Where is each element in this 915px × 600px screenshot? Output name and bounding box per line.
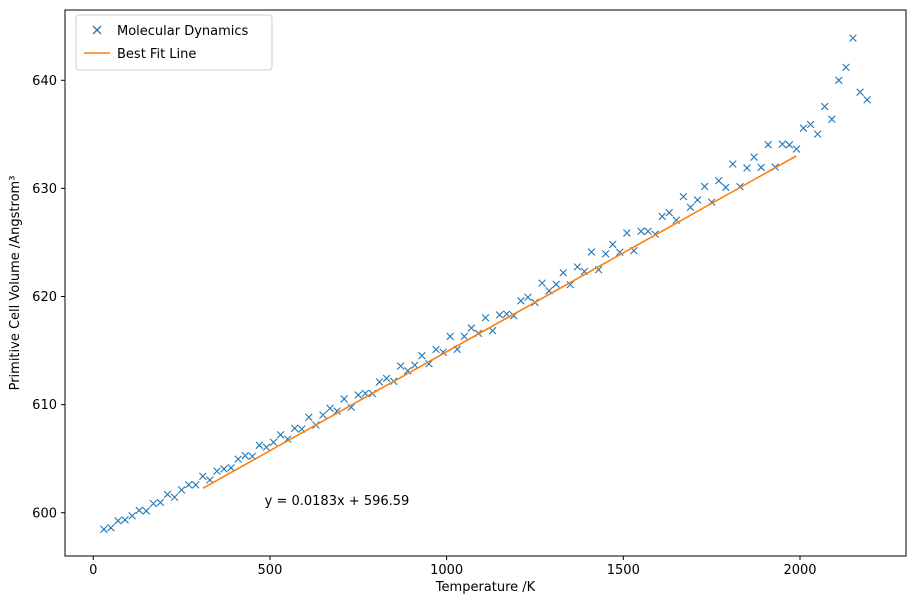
x-tick-label: 2000 [783,563,816,578]
legend-label-molecular-dynamics: Molecular Dynamics [117,24,249,39]
y-tick-label: 610 [32,398,57,413]
legend-marker-x-icon [92,25,102,35]
x-tick-label: 0 [89,563,97,578]
scatter-series-molecular-dynamics [100,34,871,534]
x-axis-label: Temperature /K [435,580,536,595]
x-tick-label: 500 [258,563,283,578]
legend: Molecular Dynamics Best Fit Line [75,14,273,71]
y-tick-label: 620 [32,290,57,305]
annotation-fit-equation: y = 0.0183x + 596.59 [265,494,410,509]
legend-box [75,14,273,71]
y-axis-label: Primitive Cell Volume /Angstrom³ [8,176,23,391]
y-tick-label: 640 [32,74,57,89]
legend-label-best-fit-line: Best Fit Line [117,47,196,62]
x-tick-label: 1000 [430,563,463,578]
x-tick-label: 1500 [607,563,640,578]
axes-spines [64,9,907,557]
best-fit-line [202,155,797,489]
y-tick-label: 630 [32,182,57,197]
y-tick-label: 600 [32,506,57,521]
